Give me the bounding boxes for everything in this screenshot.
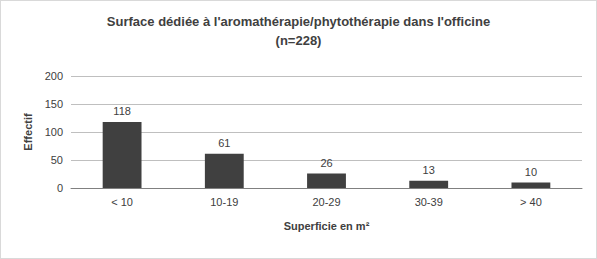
svg-text:0: 0 (57, 182, 63, 194)
svg-text:10: 10 (525, 166, 537, 178)
svg-text:10-19: 10-19 (210, 196, 238, 208)
svg-text:150: 150 (45, 98, 63, 110)
svg-text:20-29: 20-29 (312, 196, 340, 208)
svg-text:13: 13 (423, 164, 435, 176)
svg-text:(n=228): (n=228) (276, 33, 322, 48)
svg-text:30-39: 30-39 (415, 196, 443, 208)
svg-text:> 40: > 40 (520, 196, 542, 208)
svg-text:Superficie en m²: Superficie en m² (284, 220, 370, 232)
svg-text:118: 118 (113, 105, 131, 117)
svg-text:61: 61 (218, 137, 230, 149)
svg-text:26: 26 (320, 157, 332, 169)
svg-text:Effectif: Effectif (22, 113, 34, 151)
svg-text:Surface dédiée à l'aromathérap: Surface dédiée à l'aromathérapie/phytoth… (107, 14, 490, 29)
svg-text:100: 100 (45, 126, 63, 138)
svg-text:50: 50 (51, 154, 63, 166)
svg-text:200: 200 (45, 70, 63, 82)
svg-text:< 10: < 10 (111, 196, 133, 208)
